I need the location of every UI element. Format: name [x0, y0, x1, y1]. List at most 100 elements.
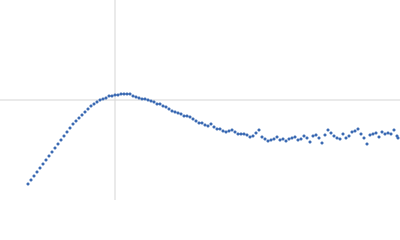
point — [98, 98, 102, 102]
point — [32, 174, 36, 178]
point — [215, 127, 219, 131]
point — [362, 136, 366, 140]
page: {"chart_data": {"type": "scatter", "colo… — [0, 0, 400, 200]
point — [182, 114, 186, 118]
point — [209, 122, 213, 126]
point — [251, 134, 255, 138]
point — [71, 122, 75, 126]
point — [170, 109, 174, 113]
point — [257, 128, 261, 132]
point — [212, 125, 216, 129]
point — [164, 105, 168, 109]
point — [396, 136, 400, 140]
point — [137, 96, 141, 100]
point — [341, 132, 345, 136]
point — [356, 127, 360, 131]
point — [158, 102, 162, 106]
point — [200, 121, 204, 125]
point — [317, 136, 321, 140]
point — [347, 134, 351, 138]
point — [263, 137, 267, 141]
point — [269, 138, 273, 142]
point — [230, 128, 234, 132]
point — [242, 132, 246, 136]
point — [149, 99, 153, 103]
point — [176, 111, 180, 115]
point — [50, 150, 54, 154]
point — [188, 115, 192, 119]
point — [131, 94, 135, 98]
point — [104, 96, 108, 100]
point — [29, 178, 33, 182]
point — [101, 97, 105, 101]
point — [203, 123, 207, 127]
point — [308, 140, 312, 144]
point — [326, 128, 330, 132]
point — [197, 121, 201, 125]
point — [41, 162, 45, 166]
point — [323, 133, 327, 137]
chart — [0, 0, 400, 200]
point — [275, 135, 279, 139]
point — [290, 136, 294, 140]
point — [302, 134, 306, 138]
point — [227, 129, 231, 133]
point — [26, 182, 30, 186]
point — [77, 116, 81, 120]
point — [338, 137, 342, 141]
point — [35, 170, 39, 174]
point — [374, 131, 378, 135]
point — [146, 98, 150, 102]
point — [392, 128, 396, 132]
point — [371, 132, 375, 136]
point — [59, 138, 63, 142]
point — [92, 102, 96, 106]
point — [254, 131, 258, 135]
point — [134, 95, 138, 99]
point — [281, 137, 285, 141]
point — [299, 137, 303, 141]
point — [278, 138, 282, 142]
point — [95, 100, 99, 104]
point — [365, 142, 369, 146]
point — [68, 126, 72, 130]
point — [314, 133, 318, 137]
point — [173, 110, 177, 114]
point — [248, 135, 252, 139]
point — [245, 133, 249, 137]
point — [185, 114, 189, 118]
point — [224, 130, 228, 134]
point — [44, 158, 48, 162]
point — [218, 127, 222, 131]
point — [116, 93, 120, 97]
point — [128, 92, 132, 96]
point — [155, 102, 159, 106]
point — [386, 131, 390, 135]
point — [239, 132, 243, 136]
point — [143, 97, 147, 101]
point — [272, 137, 276, 141]
point — [119, 92, 123, 96]
point — [368, 133, 372, 137]
point — [113, 93, 117, 97]
point — [350, 130, 354, 134]
point — [161, 104, 165, 108]
point — [305, 136, 309, 140]
point — [191, 117, 195, 121]
point — [236, 132, 240, 136]
point — [53, 146, 57, 150]
point — [83, 110, 87, 114]
point — [287, 137, 291, 141]
point — [86, 107, 90, 111]
point — [80, 113, 84, 117]
point — [335, 136, 339, 140]
point — [332, 134, 336, 138]
point — [389, 132, 393, 136]
point — [221, 129, 225, 133]
point — [344, 136, 348, 140]
point — [125, 92, 129, 96]
point — [353, 129, 357, 133]
point — [65, 130, 69, 134]
point — [284, 139, 288, 143]
point — [56, 142, 60, 146]
